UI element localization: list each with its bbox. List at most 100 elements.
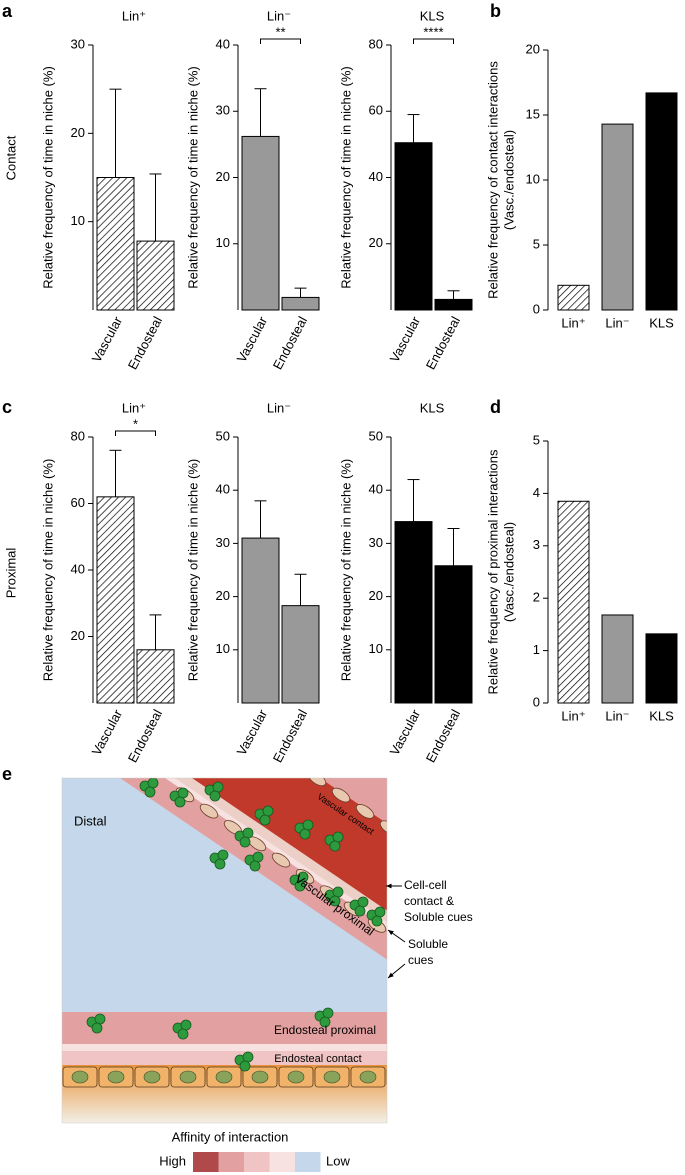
row-label: Proximal — [3, 548, 18, 599]
arrow-head — [388, 930, 394, 936]
chart-title: Lin⁻ — [267, 400, 291, 415]
stem-cell — [174, 796, 186, 808]
y-axis-label: Relative frequency of time in niche (%) — [185, 459, 200, 682]
stem-cell — [147, 778, 159, 789]
endosteal-proximal-zone — [62, 1012, 387, 1044]
cue-label: contact & — [404, 894, 454, 908]
significance-bracket — [115, 430, 156, 436]
endothelial-cell — [379, 820, 387, 836]
stem-cell — [217, 849, 229, 861]
panel-label: b — [490, 1, 501, 21]
panel-label: c — [2, 397, 12, 417]
endothelial-cell — [402, 834, 424, 853]
stem-cell — [259, 814, 271, 826]
chart-title: Lin⁺ — [122, 8, 146, 23]
cue-label: Soluble — [408, 937, 448, 951]
y-tick-label: 80 — [71, 428, 85, 443]
x-tick-label: Lin⁻ — [605, 708, 629, 723]
significance-bracket — [413, 38, 454, 44]
y-tick-label: 10 — [369, 641, 383, 656]
x-tick-label: Lin⁺ — [561, 708, 585, 723]
y-tick-label: 3 — [533, 537, 540, 552]
y-tick-label: 30 — [369, 535, 383, 550]
stem-cell — [322, 1007, 334, 1019]
osteoblast-nucleus — [71, 1070, 89, 1084]
cue-label: cues — [408, 953, 433, 967]
y-tick-label: 40 — [369, 482, 383, 497]
x-tick-label: Vascular — [89, 706, 126, 757]
arrow-head — [388, 972, 394, 978]
endothelial-cell — [199, 803, 219, 819]
y-tick-label: 10 — [71, 213, 85, 228]
endothelial-cell — [355, 804, 375, 819]
y-tick-label: 80 — [369, 36, 383, 51]
zone-label: Endosteal contact — [274, 1053, 361, 1065]
osteoblast-nucleus — [215, 1070, 233, 1084]
bar — [241, 537, 280, 704]
stem-cell — [329, 840, 341, 852]
x-tick-label: KLS — [649, 315, 674, 330]
arrow-head — [386, 883, 392, 889]
y-tick-label: 5 — [533, 236, 540, 251]
y-tick-label: 20 — [369, 588, 383, 603]
y-tick-label: 15 — [526, 106, 540, 121]
osteoblast-nucleus — [323, 1070, 341, 1084]
x-tick-label: Endosteal — [423, 707, 463, 765]
stem-cell — [319, 1016, 331, 1028]
y-tick-label: 20 — [216, 588, 230, 603]
chart-title: Lin⁻ — [267, 8, 291, 23]
panel-label: d — [490, 397, 501, 417]
endothelial-cell — [426, 851, 448, 870]
bar — [601, 123, 634, 311]
stem-cell — [332, 831, 344, 843]
legend-label: Low — [326, 1153, 350, 1168]
endothelial-cell — [307, 778, 327, 787]
diagram-frame — [61, 777, 388, 1124]
y-tick-label: 40 — [216, 36, 230, 51]
panel-label: a — [2, 1, 13, 21]
osteoblast-nucleus — [359, 1070, 377, 1084]
stem-cell — [302, 819, 314, 831]
bar — [645, 633, 678, 704]
y-tick-label: 4 — [533, 485, 540, 500]
x-tick-label: Endosteal — [125, 707, 165, 765]
y-tick-label: 20 — [71, 125, 85, 140]
y-axis-label: (Vasc./endosteal) — [501, 522, 516, 622]
significance-label: ** — [275, 24, 285, 39]
y-tick-label: 2 — [533, 590, 540, 605]
bar — [281, 296, 320, 311]
stem-cell — [177, 1028, 189, 1040]
bar — [241, 135, 280, 311]
y-tick-label: 50 — [216, 428, 230, 443]
bar — [434, 298, 473, 311]
x-tick-label: Endosteal — [125, 314, 165, 372]
chart-title: KLS — [420, 400, 445, 415]
stem-cell — [239, 1060, 251, 1072]
y-axis-label: Relative frequency of contact interactio… — [485, 61, 500, 299]
bar — [96, 496, 135, 704]
significance-label: **** — [423, 24, 443, 39]
stem-cell — [91, 1022, 103, 1034]
endothelial-cell — [271, 852, 291, 868]
y-tick-label: 10 — [216, 235, 230, 250]
stem-cell — [262, 805, 274, 817]
osteoblast-nucleus — [143, 1070, 161, 1084]
cue-label: Cell-cell — [404, 878, 447, 892]
y-tick-label: 10 — [526, 171, 540, 186]
stem-cell — [299, 828, 311, 840]
stem-cell — [242, 1051, 254, 1063]
y-tick-label: 20 — [71, 628, 85, 643]
y-axis-label: Relative frequency of proximal interacti… — [485, 449, 500, 694]
y-tick-label: 60 — [369, 103, 383, 118]
y-axis-label: Relative frequency of time in niche (%) — [40, 459, 55, 682]
osteoblast-nucleus — [179, 1070, 197, 1084]
osteoblast-nucleus — [396, 1071, 412, 1083]
x-tick-label: Vascular — [234, 313, 271, 364]
stem-cell — [374, 906, 386, 918]
y-tick-label: 10 — [216, 641, 230, 656]
bar — [557, 284, 590, 311]
legend-title: Affinity of interaction — [172, 1129, 289, 1144]
zone-label: Distal — [74, 813, 107, 828]
